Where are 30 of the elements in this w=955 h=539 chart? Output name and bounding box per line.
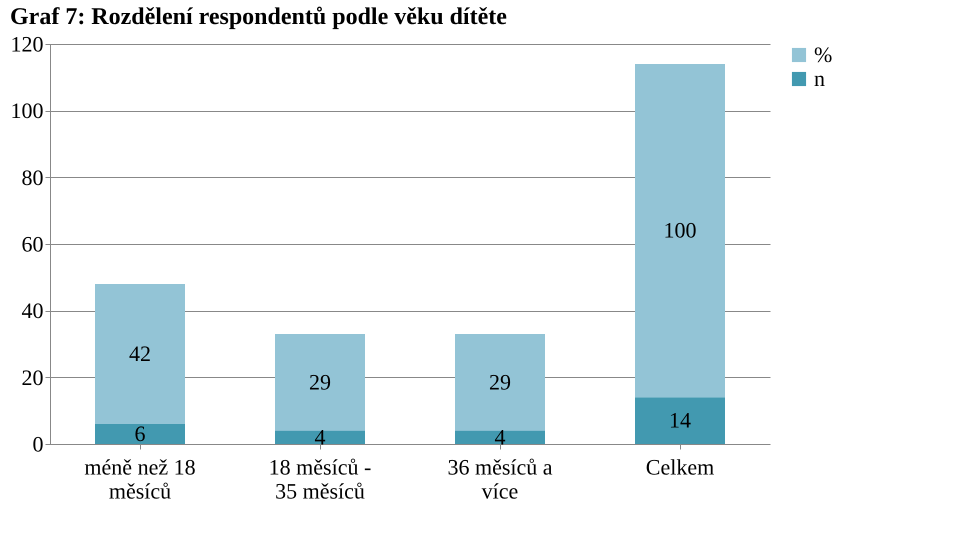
bar: [635, 64, 725, 398]
y-tick-label: 100: [10, 98, 44, 124]
bar: [635, 397, 725, 444]
data-label: 4: [494, 424, 506, 450]
chart-title: Graf 7: Rozdělení respondentů podle věku dítěte: [10, 4, 508, 30]
bar: [275, 334, 365, 431]
bar: [455, 334, 545, 431]
y-tick-label: 40: [22, 298, 44, 324]
data-label: 42: [129, 341, 151, 366]
y-tick-label: 0: [32, 432, 44, 456]
x-tick-label: Celkem: [646, 454, 714, 480]
y-tick-label: 80: [22, 164, 44, 190]
data-label: 29: [489, 369, 511, 394]
bar: [275, 430, 365, 444]
data-label: 4: [314, 424, 326, 450]
bar: [455, 430, 545, 444]
x-tick-label: 36 měsíců a více: [447, 454, 553, 504]
legend-label: %: [814, 42, 832, 67]
y-tick-label: 120: [10, 32, 44, 56]
y-tick-label: 20: [22, 364, 44, 390]
bar: [95, 284, 185, 424]
data-label: 6: [134, 421, 146, 446]
bar: [95, 424, 185, 444]
y-tick-label: 60: [22, 232, 44, 256]
data-label: 14: [669, 408, 691, 433]
data-label: 29: [309, 369, 331, 394]
legend-label: n: [814, 66, 825, 91]
data-label: 100: [664, 218, 696, 243]
x-tick-label: méně než 18 měsíců: [84, 454, 196, 504]
x-tick-label: 18 měsíců - 35 měsíců: [268, 454, 372, 504]
